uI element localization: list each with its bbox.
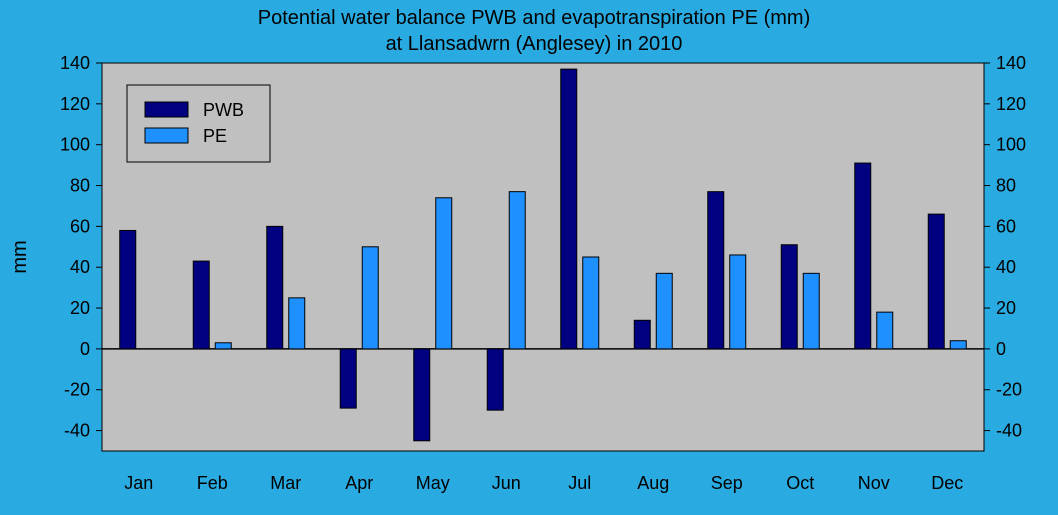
- y-tick-label-right: 60: [996, 216, 1016, 236]
- right-y-axis: -40 -20 0 20 40 60 80 100 120 140: [984, 53, 1026, 441]
- y-tick-label-left: 60: [70, 216, 90, 236]
- bar-pwb-oct: [780, 244, 798, 350]
- legend-swatch-pe: [144, 127, 189, 144]
- bar-pwb-may: [413, 348, 431, 442]
- bar-pe-feb: [214, 342, 232, 350]
- bar-pe-aug: [655, 272, 673, 350]
- x-tick-label: Jun: [492, 473, 521, 493]
- y-tick-label-right: 0: [996, 339, 1006, 359]
- bar-pe-nov: [876, 311, 894, 350]
- y-tick-label-left: 140: [60, 53, 90, 73]
- y-tick-label-left: 20: [70, 298, 90, 318]
- x-tick-label: May: [416, 473, 450, 493]
- legend-swatch-pwb: [144, 101, 189, 118]
- x-tick-label: Oct: [786, 473, 814, 493]
- bar-pwb-aug: [633, 319, 651, 350]
- legend-label-pwb: PWB: [203, 100, 244, 120]
- bar-pwb-jun: [486, 348, 504, 411]
- y-tick-label-left: 100: [60, 135, 90, 155]
- bar-pwb-sep: [707, 191, 725, 350]
- x-axis-labels: Jan Feb Mar Apr May Jun Jul Aug Sep Oct Nov Dec: [124, 473, 963, 493]
- x-tick-label: Dec: [931, 473, 963, 493]
- bar-pwb-mar: [266, 225, 284, 350]
- left-y-axis: -40 -20 0 20 40 60 80 100 120 140: [60, 53, 102, 441]
- bar-pe-mar: [288, 297, 306, 350]
- y-tick-label-right: 140: [996, 53, 1026, 73]
- y-tick-label-left: -40: [64, 421, 90, 441]
- y-tick-label-right: -20: [996, 380, 1022, 400]
- chart-title: Potential water balance PWB and evapotra…: [258, 7, 811, 29]
- bars: [119, 68, 967, 442]
- y-tick-label-right: 40: [996, 257, 1016, 277]
- bar-pe-jul: [582, 256, 600, 350]
- chart-subtitle: at Llansadwrn (Anglesey) in 2010: [386, 33, 683, 55]
- y-tick-label-left: 40: [70, 257, 90, 277]
- legend-box: [126, 84, 271, 163]
- bar-pwb-apr: [339, 348, 357, 409]
- y-tick-label-right: 20: [996, 298, 1016, 318]
- x-tick-label: Jan: [124, 473, 153, 493]
- bar-pe-sep: [729, 254, 747, 350]
- bar-pe-apr: [361, 246, 379, 350]
- bar-pwb-nov: [854, 162, 872, 350]
- bar-pe-jun: [508, 191, 526, 350]
- x-tick-label: Feb: [197, 473, 228, 493]
- y-tick-label-right: 80: [996, 176, 1016, 196]
- bar-pe-may: [435, 197, 453, 350]
- y-tick-label-right: 120: [996, 94, 1026, 114]
- y-tick-label-left: 120: [60, 94, 90, 114]
- y-tick-label-right: -40: [996, 421, 1022, 441]
- y-tick-label-left: -20: [64, 380, 90, 400]
- bar-pwb-dec: [927, 213, 945, 350]
- y-tick-label-left: 0: [80, 339, 90, 359]
- bar-pwb-jul: [560, 68, 578, 350]
- bar-pe-oct: [802, 272, 820, 350]
- legend-label-pe: PE: [203, 126, 227, 146]
- y-tick-label-right: 100: [996, 135, 1026, 155]
- x-tick-label: Apr: [345, 473, 373, 493]
- x-tick-label: Mar: [270, 473, 301, 493]
- x-tick-label: Sep: [711, 473, 743, 493]
- x-tick-label: Nov: [858, 473, 890, 493]
- x-tick-label: Aug: [637, 473, 669, 493]
- legend: PWB PE: [126, 84, 271, 163]
- bar-pwb-jan: [119, 229, 137, 350]
- x-tick-label: Jul: [568, 473, 591, 493]
- y-axis-label: mm: [9, 240, 31, 273]
- bar-pe-dec: [949, 340, 967, 350]
- y-tick-label-left: 80: [70, 176, 90, 196]
- bar-pwb-feb: [192, 260, 210, 350]
